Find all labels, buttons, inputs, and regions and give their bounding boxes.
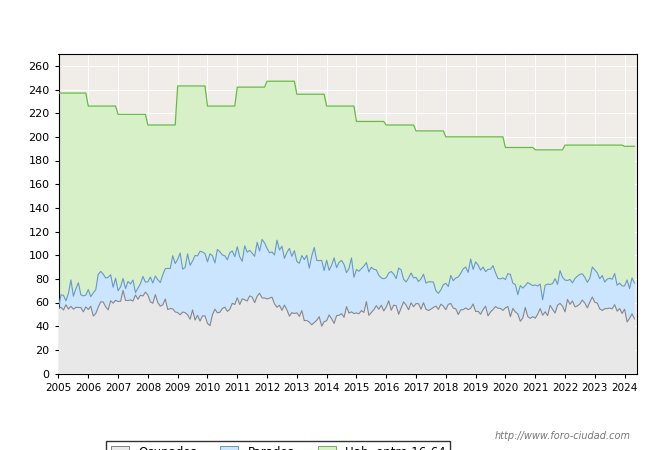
Legend: Ocupados, Parados, Hab. entre 16-64: Ocupados, Parados, Hab. entre 16-64 bbox=[106, 441, 450, 450]
Text: http://www.foro-ciudad.com: http://www.foro-ciudad.com bbox=[495, 431, 630, 441]
Text: Solana del Pino - Evolucion de la poblacion en edad de Trabajar Mayo de 2024: Solana del Pino - Evolucion de la poblac… bbox=[64, 17, 586, 30]
